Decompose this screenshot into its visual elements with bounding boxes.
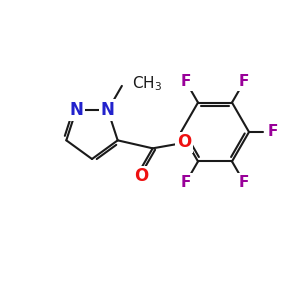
Text: N: N [101, 101, 115, 119]
Text: F: F [239, 175, 249, 190]
Text: F: F [268, 124, 278, 140]
Text: O: O [135, 167, 149, 185]
Text: CH$_3$: CH$_3$ [132, 75, 162, 93]
Text: F: F [239, 74, 249, 89]
Text: F: F [181, 175, 191, 190]
Text: F: F [181, 74, 191, 89]
Text: N: N [69, 101, 83, 119]
Text: O: O [177, 134, 191, 152]
